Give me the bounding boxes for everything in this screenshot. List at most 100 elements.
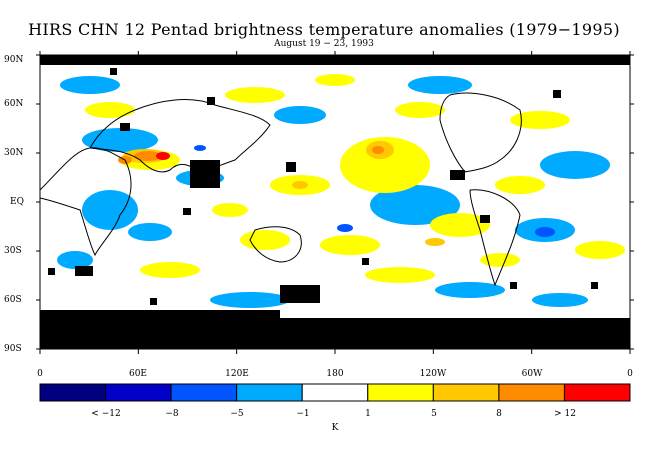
legend-label: < −12 <box>91 409 120 419</box>
missing-data-block <box>480 215 490 223</box>
missing-data-block <box>286 162 296 172</box>
anomaly-patch-warm <box>510 111 570 129</box>
anomaly-patch-cool <box>435 282 505 298</box>
lat-label: 90S <box>4 344 22 354</box>
missing-data-block <box>48 268 55 275</box>
missing-data-block <box>510 282 517 289</box>
lon-label: 120W <box>420 369 447 379</box>
legend-label: −5 <box>230 409 244 419</box>
anomaly-patch-cool <box>370 185 460 225</box>
anomaly-patch-cool <box>274 106 326 124</box>
missing-data-block <box>207 97 215 105</box>
anomaly-patch-hot <box>156 152 170 160</box>
anomaly-patch-cool-strong <box>337 224 353 232</box>
legend-colorbar <box>39 383 631 402</box>
north-america-outline <box>439 92 522 173</box>
legend-swatch <box>432 383 500 402</box>
anomaly-patch-warm <box>480 253 520 267</box>
africa-outline <box>39 147 132 257</box>
map-title: HIRS CHN 12 Pentad brightness temperatur… <box>28 20 620 39</box>
axis-ticks <box>36 51 634 354</box>
anomaly-patch-warm-strong <box>134 151 162 161</box>
antarctica-outline <box>39 323 631 331</box>
anomaly-patch-cool <box>540 151 610 179</box>
missing-data-block <box>110 68 117 75</box>
anomaly-patch-cool <box>60 76 120 94</box>
legend-label: 8 <box>496 409 502 419</box>
legend-swatch <box>563 383 631 402</box>
anomaly-patch-warm <box>320 235 380 255</box>
lat-label: EQ <box>10 197 24 207</box>
missing-data-block <box>362 258 369 265</box>
map-background <box>40 55 630 349</box>
lat-label: 30N <box>4 148 23 158</box>
antarctic-missing-band <box>40 310 280 320</box>
missing-data-mask <box>40 55 630 349</box>
legend-swatch <box>105 383 172 402</box>
missing-data-block <box>553 90 561 98</box>
legend-labels: < −12 −8 −5 −1 1 5 8 > 12 K <box>91 409 576 433</box>
latitude-labels: 90N 60N 30N EQ 30S 60S 90S <box>4 55 24 354</box>
anomaly-patch-cool <box>408 76 472 94</box>
legend-swatch <box>367 383 434 402</box>
anomaly-patch-cool-strong <box>535 227 555 237</box>
coastlines <box>39 92 631 331</box>
australia-outline <box>249 226 302 263</box>
map-subtitle: August 19 − 23, 1993 <box>274 39 374 49</box>
anomaly-patch-warm <box>212 203 248 217</box>
lat-label: 30S <box>4 246 22 256</box>
arctic-missing-band <box>40 55 630 65</box>
longitude-labels: 0 60E 120E 180 120W 60W 0 <box>37 369 633 379</box>
legend-swatch <box>498 383 565 402</box>
anomaly-patch-cool-strong <box>194 145 206 151</box>
legend-label: > 12 <box>554 409 576 419</box>
missing-data-block <box>120 123 130 131</box>
anomaly-patch-warm <box>225 87 285 103</box>
missing-data-block <box>75 266 93 276</box>
lat-label: 60N <box>4 99 23 109</box>
anomaly-patch-warm <box>140 262 200 278</box>
anomaly-patch-warm <box>315 74 355 86</box>
anomaly-patch-warm <box>395 102 445 118</box>
legend-label: 5 <box>431 409 437 419</box>
lon-label: 120E <box>225 369 249 379</box>
missing-data-block <box>450 170 465 180</box>
lon-label: 0 <box>627 369 633 379</box>
south-america-outline <box>469 189 521 287</box>
anomaly-patch-warm <box>340 137 430 193</box>
legend-swatch <box>170 383 238 402</box>
anomaly-patch-cool <box>532 293 588 307</box>
anomaly-patch-warm <box>430 213 490 237</box>
anomaly-patch-warm-strong <box>425 238 445 246</box>
legend-swatch <box>39 383 107 402</box>
lon-label: 180 <box>326 369 343 379</box>
legend-swatch <box>301 383 369 402</box>
missing-data-block <box>190 160 220 188</box>
missing-data-block <box>591 282 598 289</box>
anomaly-patch-warm-strong <box>292 181 308 189</box>
legend-unit: K <box>332 423 339 433</box>
anomaly-patch-warm-strong <box>372 146 384 154</box>
anomaly-patch-cool <box>82 190 138 230</box>
lon-label: 0 <box>37 369 43 379</box>
legend-label: 1 <box>365 409 371 419</box>
antarctic-missing-band <box>40 318 630 349</box>
lat-label: 60S <box>4 295 22 305</box>
anomaly-patch-warm <box>575 241 625 259</box>
anomaly-patch-warm <box>85 102 135 118</box>
anomaly-patch-warm <box>240 230 290 250</box>
legend-swatch <box>236 383 303 402</box>
anomaly-patch-cool <box>128 223 172 241</box>
anomaly-patch-cool <box>57 251 93 269</box>
eurasia-outline <box>89 99 271 173</box>
missing-data-block <box>183 208 191 215</box>
anomaly-patch-cool <box>82 128 158 152</box>
anomaly-patch-cool <box>210 292 290 308</box>
missing-data-block <box>150 298 157 305</box>
legend-label: −1 <box>296 409 309 419</box>
anomaly-patch-warm <box>495 176 545 194</box>
missing-data-block <box>280 285 320 303</box>
lon-label: 60E <box>129 369 147 379</box>
anomaly-patch-warm <box>365 267 435 283</box>
